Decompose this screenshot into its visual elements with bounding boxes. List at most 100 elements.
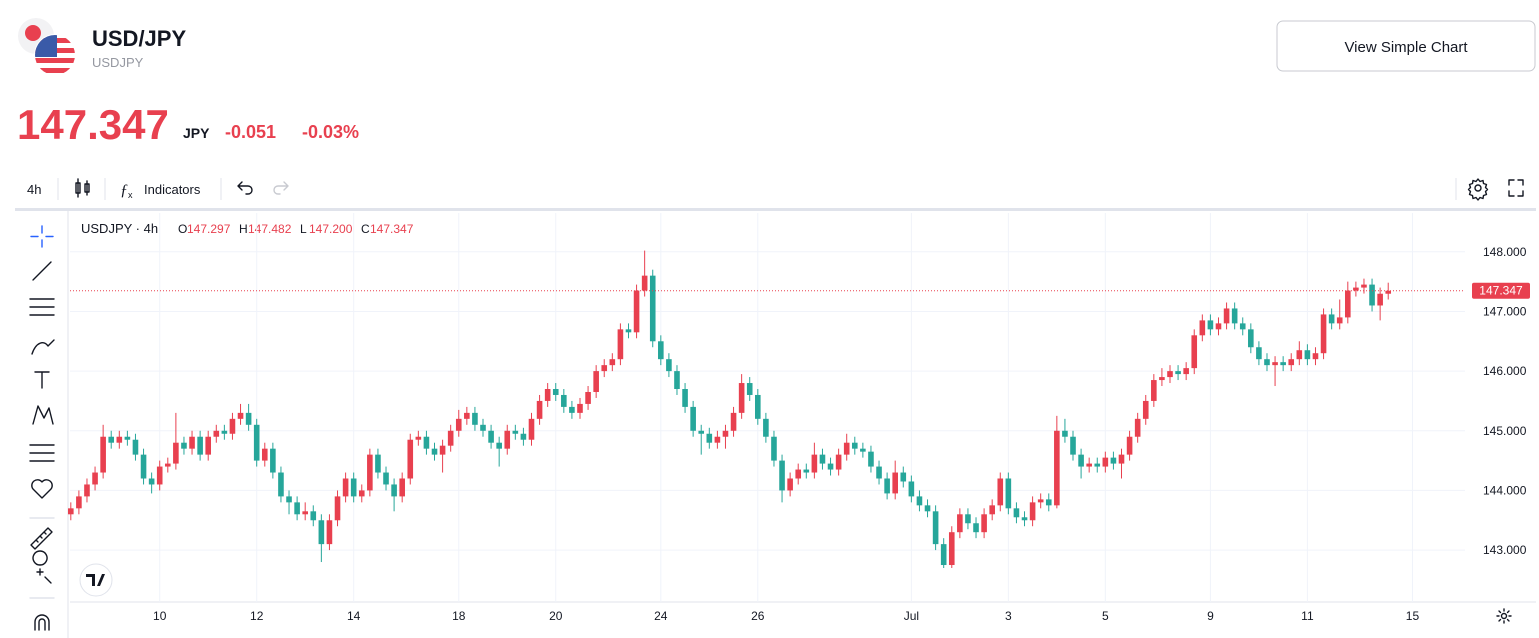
candle-body — [197, 436, 203, 455]
fullscreen-button[interactable] — [1508, 179, 1524, 197]
candle-body — [1062, 430, 1068, 437]
candle-body — [771, 436, 777, 461]
projection-tool[interactable] — [29, 444, 55, 462]
pattern-tool[interactable] — [32, 405, 54, 425]
candle-body — [1336, 317, 1343, 324]
redo-button[interactable] — [273, 181, 289, 195]
legend-items: O 147.297 H 147.482 L 147.200 C 147.347 — [178, 222, 414, 236]
fx-icon-sub[interactable]: x — [128, 190, 133, 200]
candle-body — [803, 469, 810, 473]
legend-label: C — [361, 222, 370, 236]
candle-body — [124, 436, 131, 440]
text-tool[interactable] — [34, 371, 50, 389]
candle-body — [1369, 284, 1375, 306]
candle-body — [1215, 323, 1222, 330]
legend-value: 147.347 — [370, 222, 414, 236]
candle-body — [892, 472, 898, 494]
candle-body — [827, 463, 834, 470]
chart-type-button[interactable] — [75, 178, 90, 198]
candles — [68, 250, 1392, 568]
candle-body — [1280, 362, 1286, 366]
candle-body — [278, 472, 284, 497]
candle-body — [1191, 335, 1198, 369]
legend-title: USDJPY · 4h — [81, 221, 158, 236]
candle-body — [1078, 454, 1084, 467]
settings-button[interactable] — [1467, 178, 1489, 201]
candle-body — [1029, 502, 1036, 521]
last-price-label: 147.347 — [1479, 284, 1523, 298]
fx-icon[interactable]: ƒ — [120, 182, 128, 199]
candle-body — [706, 433, 713, 443]
drawing-tools — [29, 225, 55, 631]
legend-label: L — [300, 222, 307, 236]
candle-body — [1248, 329, 1254, 348]
candle-body — [342, 478, 349, 497]
x-tick-label: 20 — [549, 609, 563, 623]
crosshair-tool[interactable] — [30, 225, 54, 248]
candle-body — [561, 394, 567, 407]
interval-button[interactable]: 4h — [27, 182, 41, 197]
candle-body — [480, 424, 486, 431]
button-label[interactable]: View Simple Chart — [1344, 39, 1468, 56]
brush-tool[interactable] — [31, 339, 55, 355]
undo-button[interactable] — [237, 181, 253, 195]
candle-body — [1021, 517, 1028, 521]
candle-body — [1005, 478, 1012, 509]
measure-tool[interactable] — [30, 527, 53, 550]
candle-body — [973, 523, 979, 533]
toolbar-border — [15, 208, 1536, 211]
candle-body — [965, 514, 971, 524]
candle-body — [924, 505, 931, 512]
candle-body — [472, 412, 478, 425]
candle-body — [835, 454, 842, 470]
x-tick-label: 26 — [751, 609, 765, 623]
candle-body — [1223, 308, 1230, 324]
trend-line-tool[interactable] — [32, 261, 52, 281]
candle-body — [940, 544, 947, 566]
candle-body — [326, 520, 333, 545]
flag-icon — [18, 18, 76, 76]
indicators-button[interactable]: Indicators — [144, 182, 201, 197]
candle-body — [1264, 359, 1270, 366]
candle-body — [140, 454, 147, 479]
candle-body — [407, 439, 414, 479]
candle-body — [948, 532, 955, 566]
candle-body — [625, 329, 632, 333]
candle-body — [763, 418, 769, 437]
zoom-tool[interactable] — [32, 550, 52, 584]
candle-body — [229, 418, 236, 434]
x-tick-label: 18 — [452, 609, 466, 623]
candle-body — [1118, 454, 1125, 464]
candle-body — [997, 478, 1004, 506]
x-tick-label: Jul — [904, 609, 919, 623]
symbol-code: USDJPY — [92, 55, 144, 70]
candle-body — [76, 496, 82, 509]
candle-body — [1377, 293, 1383, 306]
favorites-tool[interactable] — [31, 479, 53, 499]
view-simple-chart-button[interactable] — [1276, 20, 1536, 72]
legend-value: 147.297 — [187, 222, 231, 236]
magnet-tool[interactable] — [34, 614, 50, 631]
candle-body — [674, 371, 680, 390]
candle-body — [1175, 371, 1181, 375]
candle-body — [851, 442, 858, 449]
x-tick-label: 9 — [1207, 609, 1214, 623]
candle-body — [1086, 463, 1092, 467]
candle-body — [383, 472, 389, 485]
candle-body — [245, 412, 252, 425]
candle-body — [156, 466, 163, 485]
candle-body — [350, 478, 357, 497]
candle-body — [1167, 371, 1173, 378]
candle-body — [658, 341, 664, 360]
fib-tool[interactable] — [29, 298, 55, 316]
candle-body — [1183, 368, 1189, 375]
candle-body — [609, 359, 616, 366]
axis-settings-button[interactable] — [1496, 608, 1512, 624]
legend-value: 147.200 — [309, 222, 353, 236]
candle-body — [116, 436, 123, 443]
candle-body — [1328, 314, 1335, 324]
candle-body — [100, 436, 106, 473]
candle-body — [1070, 436, 1076, 455]
candle-body — [302, 511, 308, 515]
candle-body — [1013, 508, 1020, 518]
